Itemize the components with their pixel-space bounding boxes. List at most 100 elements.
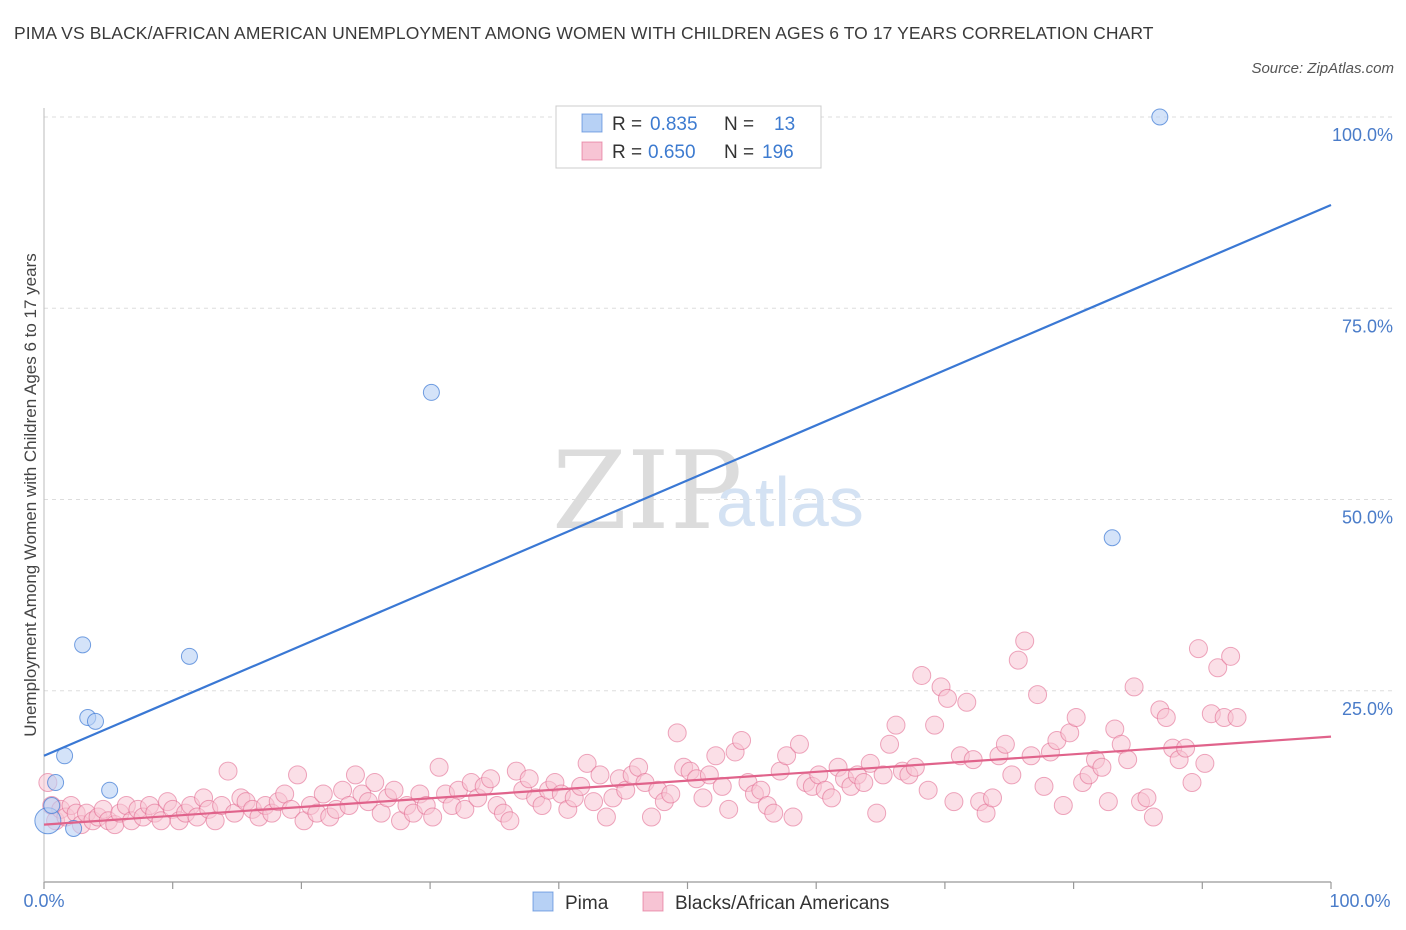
legend-r-value-black: 0.650	[648, 142, 696, 163]
black-point	[873, 765, 893, 785]
black-point	[732, 730, 752, 750]
black-point	[571, 776, 591, 796]
black-point	[706, 746, 726, 766]
legend-n-value-pima: 13	[774, 114, 795, 135]
black-point	[288, 765, 308, 785]
black-point	[995, 734, 1015, 754]
bottom-legend-swatch-black	[642, 891, 664, 912]
black-point	[1092, 757, 1112, 777]
legend-swatch-black	[581, 141, 603, 161]
black-point	[1227, 708, 1247, 728]
watermark-zip: ZIP	[552, 429, 742, 554]
legend-n-value-black: 196	[762, 142, 794, 163]
black-point	[1137, 788, 1157, 808]
black-point	[1124, 677, 1144, 697]
legend-r-label-black: R =	[612, 142, 642, 163]
series-black-points	[38, 631, 1247, 835]
black-point	[957, 692, 977, 712]
black-point	[886, 715, 906, 735]
pima-point	[180, 647, 198, 665]
black-point	[1143, 807, 1163, 827]
y-tick-label: 25.0%	[1342, 699, 1393, 719]
pima-point	[86, 712, 104, 730]
watermark-atlas: atlas	[716, 463, 864, 541]
black-point	[1176, 738, 1196, 758]
trend-line-black	[43, 735, 1332, 826]
pima-point	[422, 383, 440, 401]
black-point	[937, 688, 957, 708]
black-point	[944, 792, 964, 812]
black-point	[423, 807, 443, 827]
black-point	[712, 776, 732, 796]
bottom-legend-label-black: Blacks/African Americans	[675, 893, 889, 914]
source-label: Source: ZipAtlas.com	[1251, 60, 1394, 77]
black-point	[1182, 773, 1202, 793]
black-point	[764, 803, 784, 823]
black-point	[577, 753, 597, 773]
black-point	[596, 807, 616, 827]
black-point	[912, 665, 932, 685]
black-point	[1002, 765, 1022, 785]
pima-point	[47, 774, 65, 792]
black-point	[1118, 750, 1138, 770]
pima-point	[1151, 108, 1169, 126]
black-point	[1156, 708, 1176, 728]
black-point	[313, 784, 333, 804]
black-point	[667, 723, 687, 743]
legend-n-label-pima: N =	[724, 114, 754, 135]
black-point	[384, 780, 404, 800]
black-point	[218, 761, 238, 781]
black-point	[777, 746, 797, 766]
black-point	[1221, 646, 1241, 666]
black-point	[1008, 650, 1028, 670]
black-point	[1098, 792, 1118, 812]
black-point	[854, 773, 874, 793]
trend-line-pima	[43, 203, 1332, 757]
pima-point	[65, 819, 83, 837]
black-point	[1195, 753, 1215, 773]
black-point	[365, 773, 385, 793]
pima-point	[74, 636, 92, 654]
y-axis-label: Unemployment Among Women with Children A…	[21, 253, 40, 737]
legend-swatch-pima	[581, 113, 603, 133]
gridlines	[44, 116, 1395, 692]
black-point	[719, 799, 739, 819]
black-point	[1034, 776, 1054, 796]
black-point	[918, 780, 938, 800]
black-point	[880, 734, 900, 754]
black-point	[590, 765, 610, 785]
black-point	[661, 784, 681, 804]
black-point	[925, 715, 945, 735]
black-point	[789, 734, 809, 754]
black-point	[500, 811, 520, 831]
y-tick-labels: 25.0% 50.0% 75.0% 100.0%	[1332, 125, 1393, 719]
black-point	[455, 799, 475, 819]
black-point	[345, 765, 365, 785]
black-point	[905, 757, 925, 777]
black-point	[481, 769, 501, 789]
y-tick-label: 75.0%	[1342, 316, 1393, 336]
bottom-legend-label-pima: Pima	[565, 893, 609, 914]
black-point	[1028, 685, 1048, 705]
black-point	[1053, 796, 1073, 815]
bottom-legend-swatch-pima	[532, 891, 554, 912]
black-point	[429, 757, 449, 777]
x-tick-label-min: 0.0%	[23, 891, 64, 911]
black-point	[1208, 658, 1228, 678]
x-axis-ticks	[43, 882, 1332, 889]
series-pima-points	[34, 108, 1169, 837]
black-point	[693, 788, 713, 808]
pima-point	[1103, 529, 1121, 547]
black-point	[1188, 639, 1208, 659]
black-point	[339, 796, 359, 815]
stats-legend: R = 0.835 N = 13 R = 0.650 N = 196	[555, 105, 822, 169]
series-legend: Pima Blacks/African Americans	[532, 891, 889, 914]
chart-title: PIMA VS BLACK/AFRICAN AMERICAN UNEMPLOYM…	[14, 23, 1154, 43]
y-tick-label: 100.0%	[1332, 125, 1393, 145]
black-point	[1066, 708, 1086, 728]
black-point	[867, 803, 887, 823]
black-point	[1015, 631, 1035, 651]
legend-n-label-black: N =	[724, 142, 754, 163]
x-tick-label-max: 100.0%	[1329, 891, 1390, 911]
black-point	[584, 792, 604, 812]
